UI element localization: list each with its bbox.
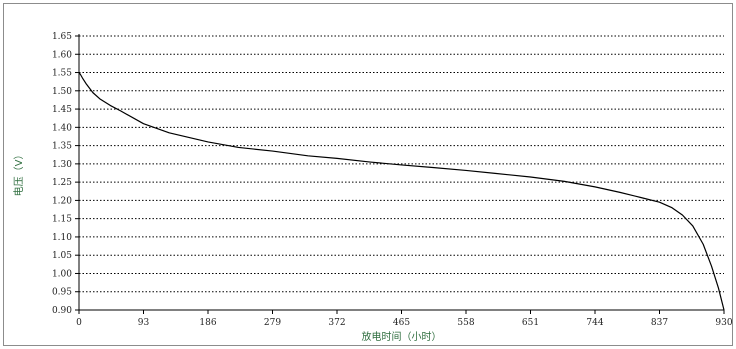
y-axis-title: 电压（V） — [12, 150, 25, 197]
x-tick-label-0: 0 — [76, 318, 82, 328]
grid-lines — [79, 35, 724, 293]
y-tick-label-0.90: 0.90 — [52, 306, 72, 316]
y-tick-label-1.60: 1.60 — [52, 50, 72, 60]
y-tick-label-0.95: 0.95 — [52, 288, 72, 298]
y-tick-label-1.65: 1.65 — [52, 32, 72, 42]
x-tick-label-372: 372 — [328, 318, 345, 328]
x-tick-label-744: 744 — [586, 318, 603, 328]
x-tick-label-186: 186 — [199, 318, 216, 328]
y-tick-label-1.45: 1.45 — [52, 105, 72, 115]
y-axis-ticks: 0.90 0.95 1.00 1.05 1.10 1.15 1.20 1.25 1.30 1.35… — [52, 32, 79, 316]
x-tick-label-279: 279 — [264, 318, 281, 328]
y-tick-label-1.25: 1.25 — [52, 178, 72, 188]
y-tick-label-1.05: 1.05 — [52, 251, 72, 261]
series-group — [78, 72, 725, 311]
x-tick-label-651: 651 — [522, 318, 539, 328]
y-tick-label-1.55: 1.55 — [52, 69, 72, 79]
y-tick-label-1.35: 1.35 — [52, 142, 72, 152]
y-tick-label-1.30: 1.30 — [52, 160, 72, 170]
x-tick-label-930: 930 — [715, 318, 732, 328]
x-tick-label-558: 558 — [457, 318, 474, 328]
y-tick-label-1.15: 1.15 — [52, 215, 72, 225]
y-tick-label-1.10: 1.10 — [52, 233, 72, 243]
x-tick-label-837: 837 — [651, 318, 668, 328]
x-axis-title: 放电时间（小时） — [362, 330, 442, 343]
x-tick-label-465: 465 — [393, 318, 410, 328]
x-tick-label-93: 93 — [138, 318, 150, 328]
y-tick-label-1.50: 1.50 — [52, 87, 72, 97]
y-tick-label-1.20: 1.20 — [52, 196, 72, 206]
y-tick-label-1.40: 1.40 — [52, 123, 72, 133]
chart-frame — [3, 3, 733, 346]
axes — [78, 34, 724, 311]
y-tick-label-1.00: 1.00 — [52, 269, 72, 279]
series-line-0 — [78, 72, 725, 311]
x-axis-ticks: 0 93 186 279 372 465 558 651 744 837 930 — [76, 310, 733, 328]
